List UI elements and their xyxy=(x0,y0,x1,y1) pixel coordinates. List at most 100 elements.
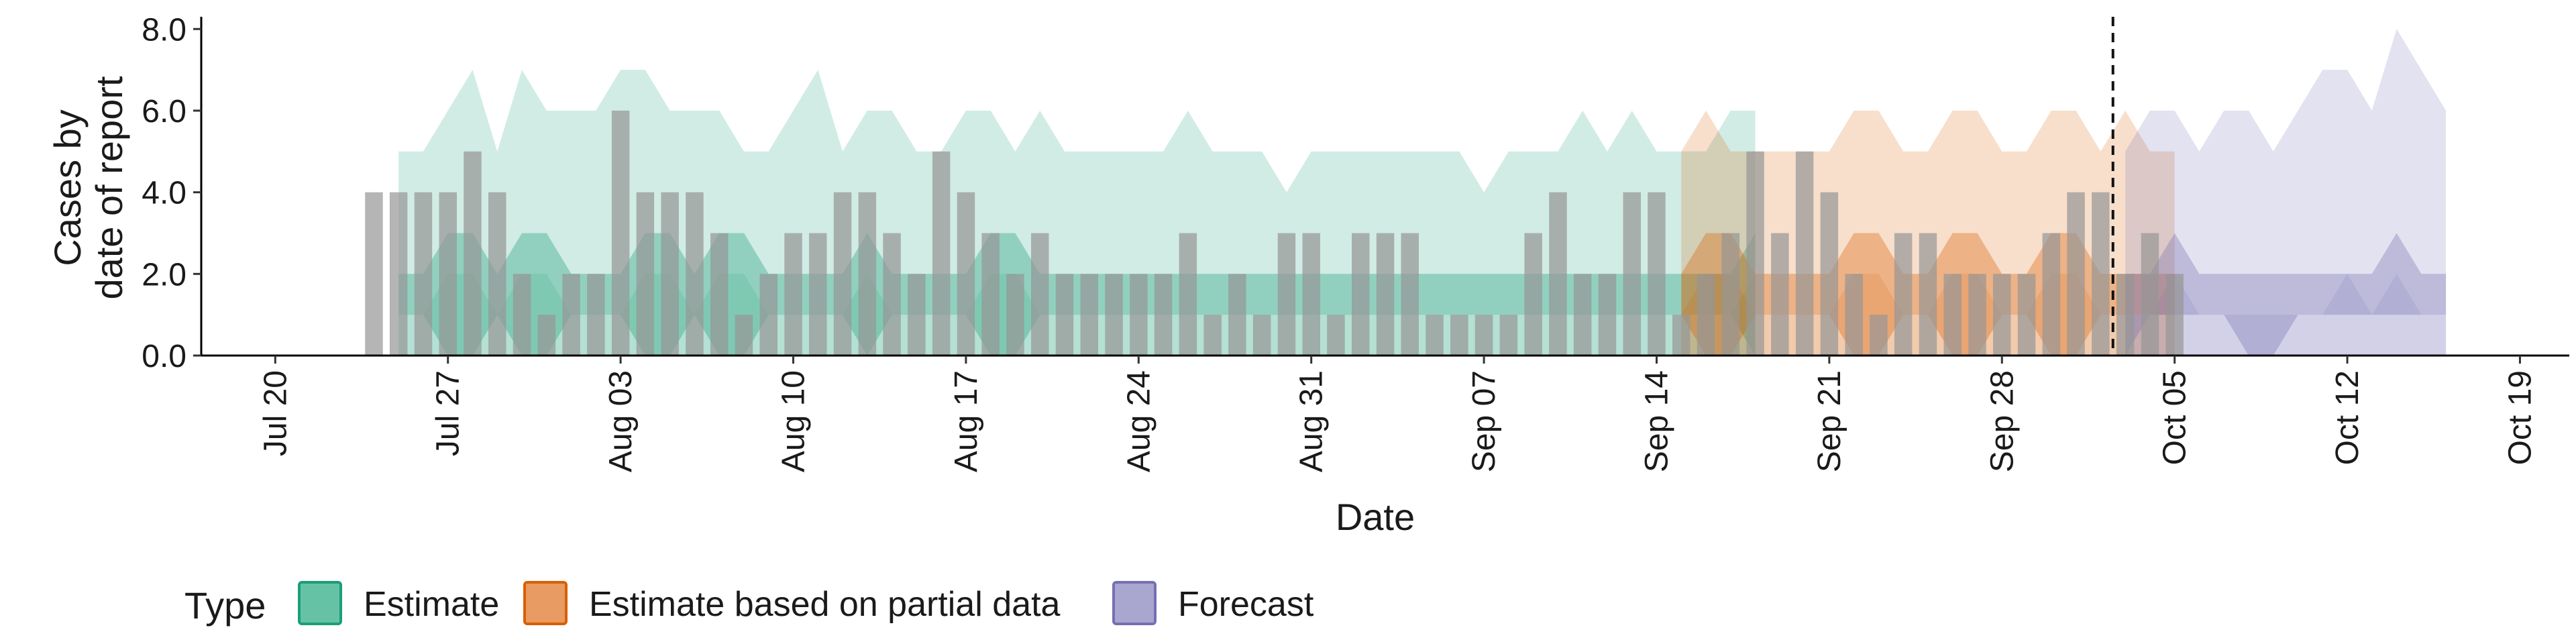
legend-title: Type xyxy=(184,584,266,627)
bar-37 xyxy=(1252,315,1271,356)
legend-key-3 xyxy=(1112,581,1157,625)
bar-42 xyxy=(1376,233,1395,356)
bar-5 xyxy=(464,151,482,356)
bar-20 xyxy=(833,192,852,356)
bar-38 xyxy=(1277,233,1296,356)
x-tick-label-12: Oct 05 xyxy=(2157,370,2193,465)
bar-53 xyxy=(1648,192,1666,356)
bar-18 xyxy=(784,233,802,356)
axes-layer: 0.0 2.0 4.0 6.0 8.0 Jul 20 Jul 27 Aug 03 Aug 10 A… xyxy=(46,12,2569,538)
legend-key-2 xyxy=(523,581,568,625)
bar-64 xyxy=(1919,233,1937,356)
legend: Type Estimate Estimate based on partial da… xyxy=(184,581,1314,627)
x-tick-label-10: Sep 21 xyxy=(1812,370,1847,472)
bar-62 xyxy=(1870,315,1888,356)
bar-6 xyxy=(488,192,506,356)
bar-58 xyxy=(1771,233,1789,356)
bar-49 xyxy=(1549,192,1567,356)
legend-key-1 xyxy=(298,581,342,625)
bar-19 xyxy=(809,233,827,356)
bar-13 xyxy=(661,192,679,356)
x-tick-label-6: Aug 24 xyxy=(1121,370,1157,472)
bar-16 xyxy=(735,315,753,356)
bar-33 xyxy=(1154,274,1173,356)
bands-layer xyxy=(398,29,2447,356)
x-tick-label-7: Aug 31 xyxy=(1294,370,1330,472)
bar-28 xyxy=(1031,233,1049,356)
bar-11 xyxy=(611,110,630,356)
bar-61 xyxy=(1845,274,1863,356)
bars-layer xyxy=(365,110,2184,356)
bar-21 xyxy=(858,192,877,356)
y-tick-label-5: 8.0 xyxy=(142,12,186,48)
bar-65 xyxy=(1943,274,1962,356)
x-tick-label-11: Sep 28 xyxy=(1984,370,2020,472)
bar-30 xyxy=(1080,274,1098,356)
bar-41 xyxy=(1352,233,1370,356)
bar-10 xyxy=(587,274,605,356)
legend-label-3: Forecast xyxy=(1178,585,1314,624)
bar-27 xyxy=(1006,274,1024,356)
x-tick-label-14: Oct 19 xyxy=(2503,370,2538,465)
bar-8 xyxy=(537,315,556,356)
x-tick-label-3: Aug 03 xyxy=(603,370,639,472)
bar-70 xyxy=(2067,192,2085,356)
bar-69 xyxy=(2042,233,2061,356)
bar-43 xyxy=(1401,233,1419,356)
y-tick-label-3: 4.0 xyxy=(142,176,186,211)
y-axis-title-line-1: Cases by xyxy=(46,109,89,266)
bar-45 xyxy=(1450,315,1468,356)
bar-25 xyxy=(957,192,975,356)
legend-label-1: Estimate xyxy=(364,585,499,624)
bar-50 xyxy=(1573,274,1592,356)
bar-63 xyxy=(1894,233,1913,356)
y-tick-label-2: 2.0 xyxy=(142,257,186,292)
x-tick-label-2: Jul 27 xyxy=(431,370,466,456)
y-axis-title-line-2: date of report xyxy=(88,76,130,300)
bar-40 xyxy=(1327,315,1345,356)
bar-9 xyxy=(562,274,580,356)
bar-29 xyxy=(1055,274,1074,356)
bar-17 xyxy=(759,274,777,356)
bar-31 xyxy=(1105,274,1123,356)
bar-59 xyxy=(1795,151,1814,356)
band-core-3 xyxy=(2125,274,2447,356)
bar-48 xyxy=(1524,233,1542,356)
bar-44 xyxy=(1426,315,1444,356)
bar-23 xyxy=(908,274,926,356)
bar-55 xyxy=(1697,274,1715,356)
bar-36 xyxy=(1228,274,1246,356)
bar-74 xyxy=(2165,274,2184,356)
bar-1 xyxy=(365,192,383,356)
legend-label-2: Estimate based on partial data xyxy=(589,585,1061,624)
bar-14 xyxy=(686,192,704,356)
y-tick-label-1: 0.0 xyxy=(142,339,186,374)
bar-68 xyxy=(2017,274,2036,356)
bar-52 xyxy=(1623,192,1641,356)
band-inner-3 xyxy=(2125,233,2447,356)
bar-4 xyxy=(439,192,457,356)
bar-32 xyxy=(1130,274,1148,356)
bar-73 xyxy=(2141,233,2159,356)
x-tick-label-5: Aug 17 xyxy=(949,370,984,472)
x-tick-label-1: Jul 20 xyxy=(258,370,293,456)
bar-12 xyxy=(636,192,655,356)
bar-35 xyxy=(1203,315,1222,356)
x-tick-label-8: Sep 07 xyxy=(1466,370,1502,472)
bar-3 xyxy=(414,192,433,356)
y-tick-label-4: 6.0 xyxy=(142,94,186,129)
bar-24 xyxy=(932,151,951,356)
bar-22 xyxy=(883,233,901,356)
x-tick-label-13: Oct 12 xyxy=(2330,370,2365,465)
bar-66 xyxy=(1968,274,1986,356)
bar-71 xyxy=(2092,192,2110,356)
bar-54 xyxy=(1672,315,1690,356)
bar-7 xyxy=(513,274,531,356)
x-tick-label-9: Sep 14 xyxy=(1640,370,1675,472)
y-axis-title: Cases bydate of report xyxy=(46,76,130,300)
bar-51 xyxy=(1598,274,1617,356)
band-outer-3 xyxy=(2125,29,2447,356)
bar-26 xyxy=(981,233,1000,356)
